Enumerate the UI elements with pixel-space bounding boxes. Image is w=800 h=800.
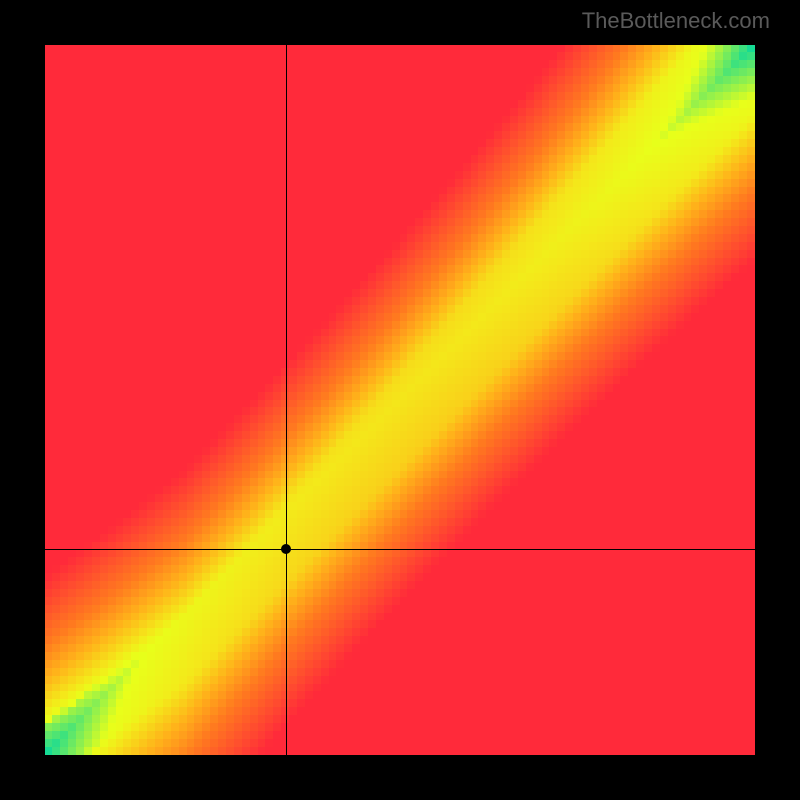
plot-area xyxy=(45,45,755,755)
crosshair-vertical xyxy=(286,45,287,755)
crosshair-horizontal xyxy=(45,549,755,550)
heatmap-canvas xyxy=(45,45,755,755)
attribution-label: TheBottleneck.com xyxy=(582,8,770,34)
chart-container: TheBottleneck.com xyxy=(0,0,800,800)
data-point-marker xyxy=(281,544,291,554)
